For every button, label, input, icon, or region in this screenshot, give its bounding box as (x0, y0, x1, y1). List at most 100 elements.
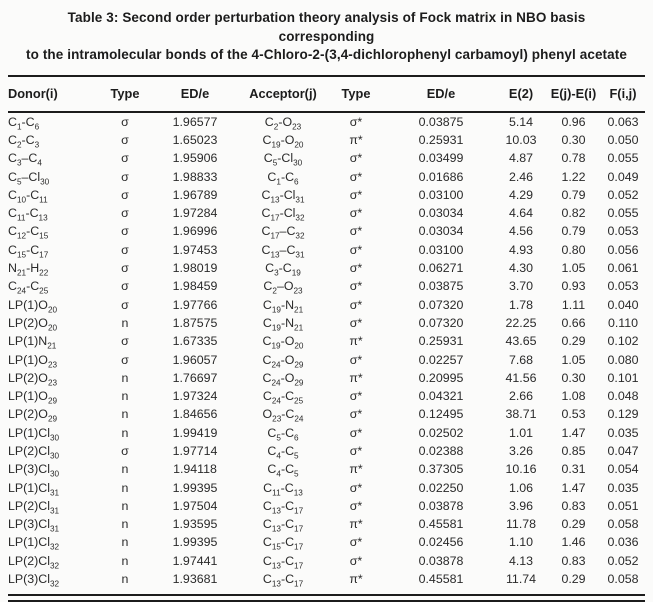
bottom-double-rule (8, 594, 645, 602)
donor-type-cell: σ (121, 187, 129, 202)
acceptor-cell: C17-Cl32 (261, 206, 305, 223)
donor-cell: LP(1)Cl30 (8, 425, 60, 443)
fij-cell: 0.052 (607, 187, 639, 202)
donor-cell: C15-C17 (8, 242, 49, 260)
acceptor-cell: C19-N21 (262, 297, 304, 315)
donor-cell: C2-C3 (8, 132, 40, 150)
e2-cell: 4.13 (508, 553, 534, 568)
acceptor-cell: C11-C13 (263, 480, 303, 498)
acceptor-cell: C13-C17 (262, 553, 304, 571)
table-caption-line1: Table 3: Second order perturbation theor… (67, 10, 586, 44)
e2-cell: 11.74 (505, 572, 537, 587)
acceptor-cell: C2-O23 (264, 114, 302, 132)
donor-type-cell: σ (121, 169, 129, 184)
acceptor-type-cell: π* (349, 517, 363, 532)
acceptor-type-cell: σ* (349, 279, 363, 294)
donor-type-cell: n (121, 407, 129, 422)
donor-cell: LP(2)Cl31 (8, 498, 60, 516)
table-row: LP(2)Cl30 σ 1.97714 C4-C5 σ* 0.02388 3.2… (8, 442, 645, 460)
acceptor-cell: C24-C25 (262, 389, 304, 406)
ejei-cell: 0.85 (561, 443, 586, 458)
e2-cell: 5.14 (508, 114, 534, 129)
donor-type-cell: σ (121, 206, 129, 221)
acceptor-type-cell: π* (349, 334, 363, 349)
table-row: LP(1)Cl32 n 1.99395 C15-C17 σ* 0.02456 1… (8, 533, 645, 551)
table-row: LP(2)Cl31 n 1.97504 C13-C17 σ* 0.03878 3… (8, 497, 645, 515)
acceptor-type-cell: π* (349, 572, 363, 587)
header-row: Donor(i) Type ED/e Acceptor(j) Type ED/e… (8, 76, 645, 113)
donor-type-cell: σ (121, 261, 129, 276)
table-row: LP(1)O20 σ 1.97766 C19-N21 σ* 0.07320 1.… (8, 295, 645, 315)
table-row: LP(1)Cl30 n 1.99419 C5-C6 σ* 0.02502 1.0… (8, 424, 645, 442)
acceptor-type-cell: σ* (349, 187, 363, 202)
acceptor-cell: C2–O23 (263, 279, 303, 296)
fij-cell: 0.102 (607, 334, 639, 349)
e2-cell: 4.30 (508, 261, 534, 276)
acceptor-ed-cell: 0.07320 (418, 297, 464, 312)
document-page: Table 3: Second order perturbation theor… (8, 10, 645, 602)
e2-cell: 1.01 (508, 425, 534, 440)
donor-cell: LP(1)Cl32 (8, 535, 60, 552)
donor-ed-cell: 1.87575 (172, 315, 218, 330)
ejei-cell: 0.66 (561, 315, 586, 330)
acceptor-type-cell: σ* (349, 206, 363, 221)
column-header-acceptor: Acceptor(j) (240, 76, 326, 113)
donor-ed-cell: 1.99419 (172, 425, 218, 440)
e2-cell: 4.64 (508, 206, 534, 221)
donor-ed-cell: 1.84656 (172, 407, 218, 422)
ejei-cell: 0.29 (561, 517, 586, 532)
acceptor-type-cell: σ* (349, 443, 363, 458)
acceptor-type-cell: σ* (349, 425, 363, 440)
fij-cell: 0.055 (607, 206, 639, 221)
acceptor-ed-cell: 0.02456 (418, 535, 464, 550)
donor-type-cell: n (121, 425, 129, 440)
ejei-cell: 0.96 (561, 114, 586, 129)
donor-ed-cell: 1.98459 (172, 279, 218, 294)
table-row: LP(1)O23 σ 1.96057 C24-O29 σ* 0.02257 7.… (8, 350, 645, 369)
column-header-ed1: ED/e (150, 76, 240, 113)
donor-cell: C11-C13 (8, 206, 48, 223)
fij-cell: 0.055 (607, 151, 639, 166)
table-row: LP(2)O29 n 1.84656 O23-C24 σ* 0.12495 38… (8, 405, 645, 423)
e2-cell: 2.66 (508, 389, 534, 404)
donor-ed-cell: 1.94118 (173, 462, 217, 477)
donor-type-cell: n (121, 480, 129, 495)
acceptor-cell: C15-C17 (262, 535, 304, 552)
table-row: N21-H22 σ 1.98019 C3-C19 σ* 0.06271 4.30… (8, 259, 645, 277)
ejei-cell: 0.80 (561, 242, 586, 257)
column-header-type2: Type (326, 76, 386, 113)
donor-cell: LP(1)O29 (8, 389, 58, 406)
donor-ed-cell: 1.67335 (172, 334, 218, 349)
acceptor-ed-cell: 0.02250 (418, 480, 464, 495)
donor-cell: C12-C15 (8, 224, 49, 241)
donor-ed-cell: 1.97324 (172, 389, 218, 404)
acceptor-ed-cell: 0.03878 (418, 498, 464, 513)
fij-cell: 0.110 (607, 315, 639, 330)
fij-cell: 0.036 (607, 535, 639, 550)
e2-cell: 4.93 (508, 242, 534, 257)
donor-type-cell: σ (121, 443, 129, 458)
e2-cell: 41.56 (505, 370, 537, 385)
ejei-cell: 0.79 (561, 224, 586, 239)
donor-cell: LP(1)O20 (8, 297, 58, 315)
donor-type-cell: σ (121, 132, 129, 147)
acceptor-cell: O23-C24 (262, 407, 304, 424)
acceptor-type-cell: σ* (349, 480, 363, 495)
donor-ed-cell: 1.97284 (172, 206, 218, 221)
fij-cell: 0.054 (607, 462, 639, 477)
acceptor-ed-cell: 0.03875 (418, 114, 464, 129)
acceptor-ed-cell: 0.45581 (418, 517, 464, 532)
donor-ed-cell: 1.98019 (172, 261, 218, 276)
donor-cell: LP(3)Cl31 (8, 517, 60, 534)
donor-cell: C3–C4 (8, 151, 42, 168)
acceptor-type-cell: σ* (349, 389, 363, 404)
donor-type-cell: n (121, 315, 129, 330)
donor-type-cell: σ (121, 297, 129, 312)
fij-cell: 0.058 (607, 572, 639, 587)
ejei-cell: 0.83 (561, 553, 586, 568)
donor-cell: LP(2)O23 (8, 370, 58, 388)
column-header-donor: Donor(i) (8, 76, 100, 113)
acceptor-cell: C13-C17 (262, 572, 304, 589)
e2-cell: 10.03 (505, 132, 537, 147)
e2-cell: 3.70 (508, 279, 534, 294)
